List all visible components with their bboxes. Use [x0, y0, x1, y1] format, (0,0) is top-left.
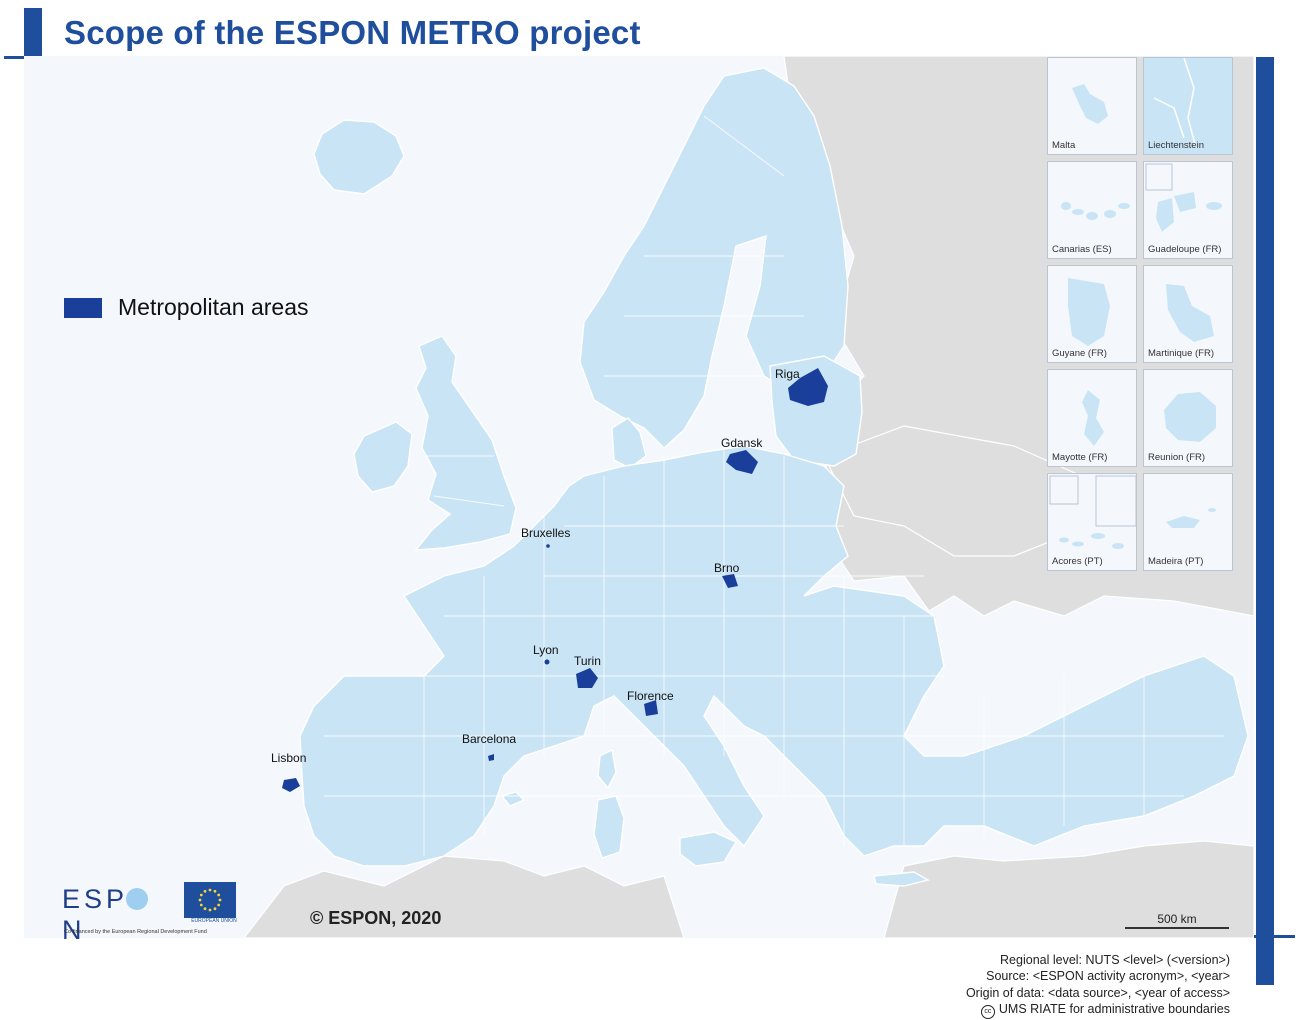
- city-label-florence: Florence: [627, 689, 674, 703]
- eu-flag-icon: [184, 882, 236, 918]
- city-label-turin: Turin: [574, 654, 601, 668]
- inset-label-martinique: Martinique (FR): [1148, 348, 1214, 359]
- copyright: © ESPON, 2020: [310, 908, 442, 928]
- scale-label: 500 km: [1157, 912, 1197, 926]
- city-label-bruxelles: Bruxelles: [521, 526, 570, 540]
- cofinanced-text: Co-financed by the European Regional Dev…: [64, 929, 207, 935]
- metro-gdansk: [726, 450, 758, 474]
- inset-martinique[interactable]: Martinique (FR): [1143, 265, 1233, 363]
- legend-swatch: [64, 297, 102, 318]
- inset-reunion[interactable]: Reunion (FR): [1143, 369, 1233, 467]
- inset-madeira-map: [1166, 508, 1216, 528]
- land-great-britain: [414, 335, 517, 551]
- inset-reunion-map: [1164, 392, 1216, 442]
- espon-land: [299, 67, 1249, 887]
- footer-line-3: Origin of data: <data source>, <year of …: [965, 985, 1230, 1000]
- metro-riga: [788, 368, 828, 406]
- inset-malta-map: [1072, 84, 1108, 124]
- land-denmark: [611, 417, 647, 469]
- metro-brno: [722, 574, 738, 588]
- inset-label-guyane: Guyane (FR): [1052, 348, 1107, 359]
- metro-areas: [282, 368, 828, 792]
- inset-acores-map: [1049, 475, 1137, 549]
- inset-label-acores: Acores (PT): [1052, 556, 1103, 567]
- city-label-lyon: Lyon: [533, 643, 559, 657]
- inset-label-guadeloupe: Guadeloupe (FR): [1148, 244, 1222, 255]
- land-sicily: [679, 831, 738, 867]
- land-iceland: [313, 119, 405, 195]
- inset-liechtenstein-map: [1153, 58, 1197, 149]
- inset-canarias-map: [1061, 202, 1130, 220]
- metro-lisbon: [282, 778, 300, 792]
- page-title: Scope of the ESPON METRO project: [64, 14, 641, 51]
- inset-label-madeira: Madeira (PT): [1148, 556, 1204, 567]
- frame-bar-right: [1256, 57, 1274, 985]
- city-label-gdansk: Gdansk: [721, 436, 763, 450]
- inset-label-mayotte: Mayotte (FR): [1052, 452, 1108, 463]
- metro-barcelona: [488, 754, 494, 761]
- inset-label-liechtenstein: Liechtenstein: [1148, 140, 1204, 151]
- land-ireland: [353, 421, 413, 493]
- city-labels: Riga Gdansk Bruxelles Brno Lyon Turin Fl…: [271, 367, 800, 765]
- inset-guadeloupe[interactable]: Guadeloupe (FR): [1143, 161, 1233, 259]
- land-sardinia: [593, 795, 625, 859]
- inset-acores[interactable]: Acores (PT): [1047, 473, 1137, 571]
- land-baltics: [769, 355, 863, 467]
- inset-label-canarias: Canarias (ES): [1052, 244, 1112, 255]
- land-crete: [873, 871, 930, 887]
- espon-logo: ESPN: [62, 884, 172, 945]
- land-corsica: [597, 748, 617, 790]
- eu-stars: [198, 888, 222, 912]
- nuts-boundaries: [324, 115, 1224, 856]
- inset-mayotte-map: [1082, 390, 1104, 446]
- inset-canarias[interactable]: Canarias (ES): [1047, 161, 1137, 259]
- land-scandinavia: [579, 67, 849, 449]
- inset-guyane-map: [1068, 278, 1110, 346]
- city-label-brno: Brno: [714, 561, 740, 575]
- city-label-barcelona: Barcelona: [462, 732, 516, 746]
- city-label-lisbon: Lisbon: [271, 751, 306, 765]
- eu-caption: EUROPEAN UNION: [191, 918, 237, 924]
- metro-florence: [644, 700, 658, 716]
- inset-liechtenstein[interactable]: Liechtenstein: [1143, 57, 1233, 155]
- inset-label-malta: Malta: [1052, 140, 1076, 151]
- espon-logo-o-icon: [126, 888, 149, 910]
- scale-line: [1125, 927, 1229, 929]
- inset-guyane[interactable]: Guyane (FR): [1047, 265, 1137, 363]
- scale-bar: 500 km: [1125, 912, 1229, 929]
- inset-malta[interactable]: Malta: [1047, 57, 1137, 155]
- metro-bruxelles: [546, 544, 550, 548]
- inset-mayotte[interactable]: Mayotte (FR): [1047, 369, 1137, 467]
- city-label-riga: Riga: [775, 367, 800, 381]
- cc-icon: cc: [980, 1004, 995, 1019]
- espon-logo-text-b: N: [62, 915, 86, 945]
- legend-label: Metropolitan areas: [118, 294, 309, 320]
- footer-credits: Regional level: NUTS <level> (<version>)…: [966, 952, 1230, 1019]
- inset-martinique-map: [1166, 284, 1214, 342]
- land-balearic: [500, 791, 526, 807]
- metro-lyon: [544, 659, 550, 665]
- footer-line-2: Source: <ESPON activity acronym>, <year>: [986, 969, 1230, 984]
- footer-line-4-wrap: cc UMS RIATE for administrative boundarie…: [966, 1001, 1230, 1019]
- espon-logo-text-a: ESP: [62, 884, 129, 914]
- footer-line-1: Regional level: NUTS <level> (<version>): [1000, 953, 1230, 967]
- footer-line-4: UMS RIATE for administrative boundaries: [998, 1001, 1230, 1016]
- legend: Metropolitan areas: [64, 294, 309, 321]
- inset-label-reunion: Reunion (FR): [1148, 452, 1206, 463]
- inset-guadeloupe-map: [1145, 163, 1222, 232]
- metro-turin: [576, 668, 598, 688]
- inset-madeira[interactable]: Madeira (PT): [1143, 473, 1233, 571]
